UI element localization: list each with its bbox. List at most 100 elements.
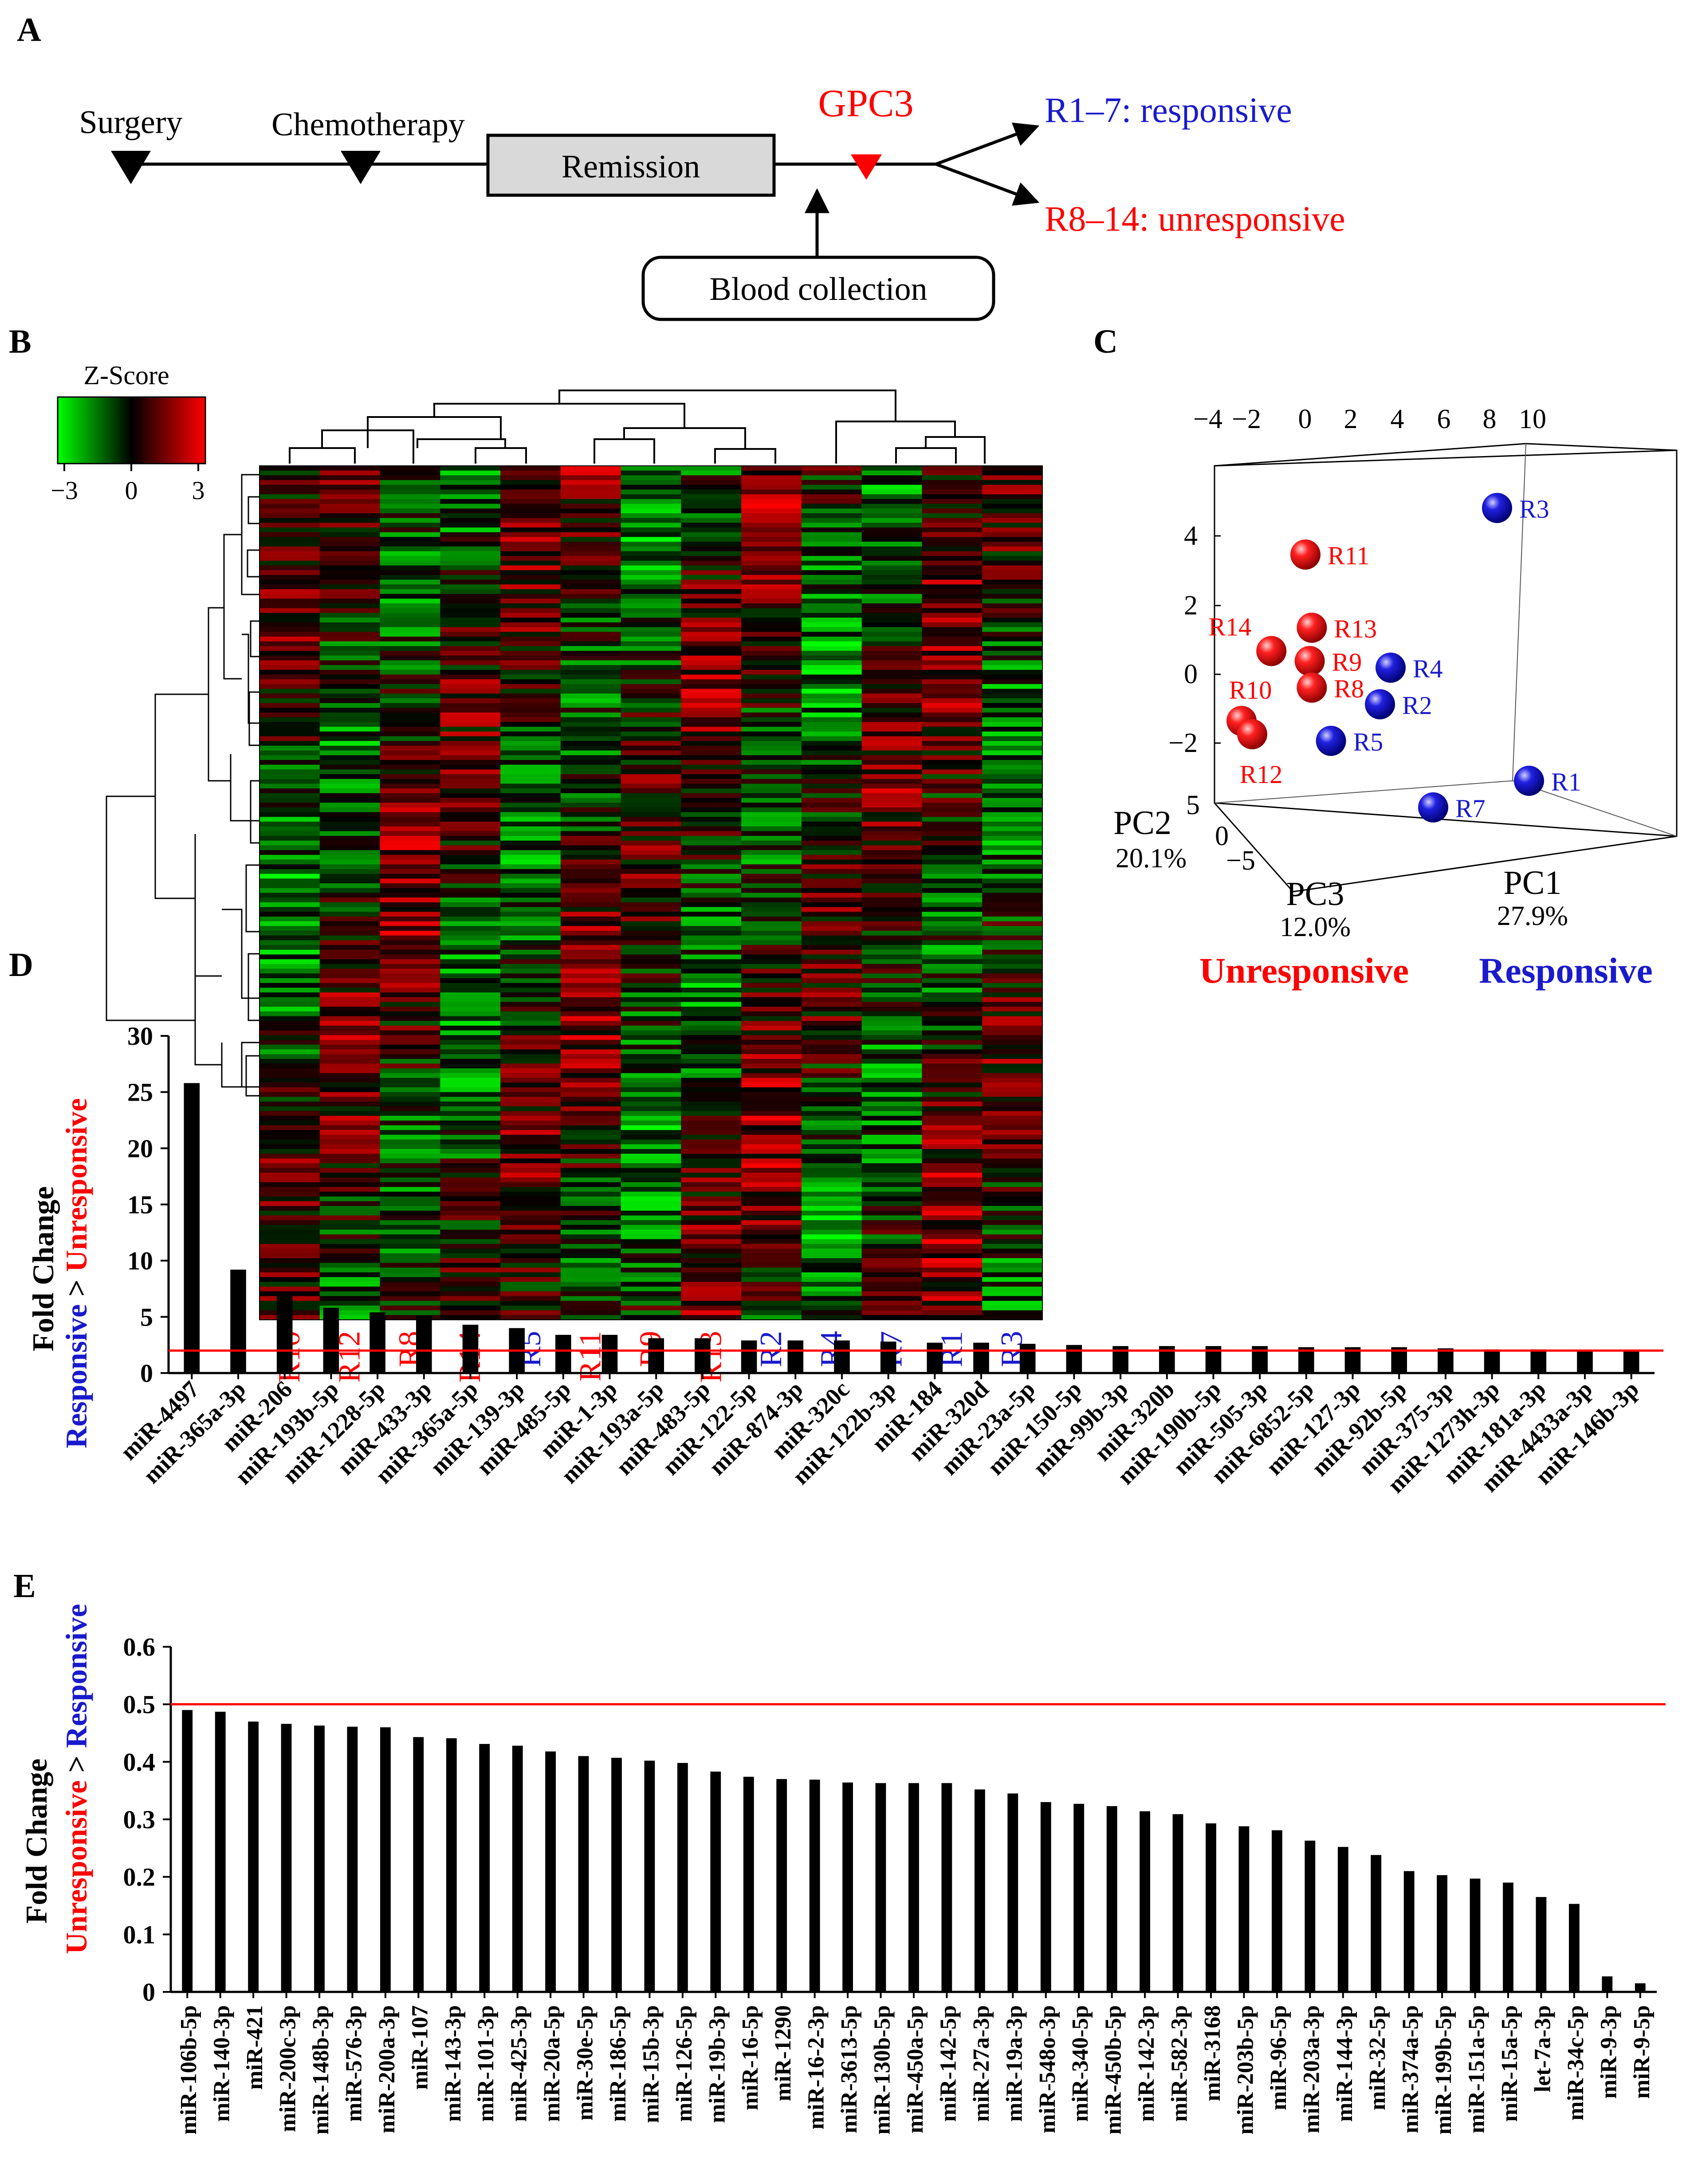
heatmap-cell [741, 788, 802, 794]
heatmap-cell [259, 727, 320, 732]
heatmap-cell [621, 1149, 681, 1154]
heatmap-cell [801, 826, 862, 831]
heatmap-cell [922, 859, 983, 865]
heatmap-cell [500, 755, 561, 760]
heatmap-cell [861, 907, 922, 912]
heatmap-cell [982, 1258, 1043, 1263]
heatmap-cell [560, 1030, 621, 1035]
heatmap-cell [922, 466, 983, 471]
heatmap-cell [922, 1011, 983, 1017]
heatmap-cell [259, 1120, 320, 1126]
heatmap-cell [380, 1305, 440, 1311]
heatmap-cell [801, 1225, 862, 1230]
heatmap-cell [380, 1149, 440, 1154]
heatmap-cell [621, 1087, 681, 1093]
heatmap-cell [440, 1078, 501, 1083]
x-tick-label: miR-421 [242, 2005, 267, 2090]
heatmap-cell [560, 850, 621, 855]
bar [880, 1342, 896, 1373]
heatmap-cell [922, 893, 983, 898]
heatmap-cell [982, 954, 1043, 960]
x-tick-label: miR-15a-5p [1497, 2005, 1522, 2122]
heatmap-cell [801, 646, 862, 651]
heatmap-cell [440, 1153, 501, 1159]
heatmap-cell [259, 988, 320, 993]
heatmap-cell [922, 641, 983, 646]
heatmap-cell [922, 959, 983, 964]
heatmap-cell [982, 907, 1043, 912]
heatmap-cell [681, 703, 742, 708]
heatmap-cell [801, 660, 862, 665]
heatmap-cell [741, 1282, 802, 1287]
heatmap-cell [621, 992, 681, 998]
heatmap-cell [801, 807, 862, 813]
heatmap-cell [259, 736, 320, 741]
heatmap-cell [500, 997, 561, 1002]
heatmap-cell [259, 508, 320, 514]
heatmap-cell [982, 598, 1043, 604]
heatmap-cell [681, 741, 742, 746]
heatmap-cell [861, 1073, 922, 1078]
heatmap-cell [319, 1253, 381, 1259]
heatmap-cell [801, 1092, 862, 1097]
heatmap-cell [440, 527, 501, 533]
heatmap-cell [922, 603, 983, 609]
heatmap-cell [801, 845, 862, 850]
heatmap-cell [861, 1258, 922, 1263]
heatmap-cell [560, 921, 621, 926]
heatmap-cell [259, 973, 320, 979]
heatmap-cell [560, 931, 621, 936]
heatmap-cell [259, 1287, 320, 1292]
heatmap-cell [440, 931, 501, 936]
heatmap-cell [681, 527, 742, 533]
bar [710, 1771, 721, 1992]
heatmap-cell [560, 897, 621, 903]
heatmap-cell [741, 935, 802, 940]
heatmap-cell [319, 494, 381, 500]
heatmap-cell [259, 489, 320, 495]
heatmap-cell [621, 1272, 681, 1278]
heatmap-cell [801, 954, 862, 960]
heatmap-cell [319, 674, 381, 680]
heatmap-cell [259, 1054, 320, 1059]
heatmap-cell [259, 850, 320, 855]
x-tick-label: miR-20a-5p [539, 2005, 565, 2122]
heatmap-cell [741, 1153, 802, 1159]
heatmap-cell [621, 874, 681, 879]
heatmap-cell [560, 1068, 621, 1074]
heatmap-cell [319, 1182, 381, 1188]
heatmap-cell [259, 1078, 320, 1083]
heatmap-cell [982, 1059, 1043, 1064]
heatmap-cell [560, 803, 621, 808]
heatmap-cell [259, 949, 320, 955]
bar [1337, 1847, 1348, 1992]
heatmap-cell [922, 693, 983, 699]
heatmap-cell [440, 1097, 501, 1102]
heatmap-cell [861, 968, 922, 974]
heatmap-cell [621, 893, 681, 898]
heatmap-cell [380, 1291, 440, 1297]
heatmap-cell [681, 1153, 742, 1159]
heatmap-cell [922, 532, 983, 537]
heatmap-cell [741, 1272, 802, 1278]
responsive-arrow [935, 122, 1040, 166]
heatmap-cell [741, 1059, 802, 1064]
heatmap-cell [440, 897, 501, 903]
heatmap-cell [380, 888, 440, 893]
heatmap-cell [861, 854, 922, 860]
bar [555, 1334, 571, 1373]
heatmap-cell [621, 475, 681, 480]
heatmap-cell [380, 731, 440, 737]
heatmap-cell [319, 907, 381, 912]
heatmap-cell [681, 722, 742, 727]
heatmap-cell [861, 1021, 922, 1026]
heatmap-cell [621, 831, 681, 836]
heatmap-cell [500, 826, 561, 831]
heatmap-cell [741, 499, 802, 504]
heatmap-cell [741, 1130, 802, 1135]
heatmap-cell [500, 840, 561, 846]
heatmap-cell [319, 1035, 381, 1040]
heatmap-cell [681, 1253, 742, 1259]
heatmap-cell [922, 874, 983, 879]
heatmap-cell [982, 1206, 1043, 1211]
